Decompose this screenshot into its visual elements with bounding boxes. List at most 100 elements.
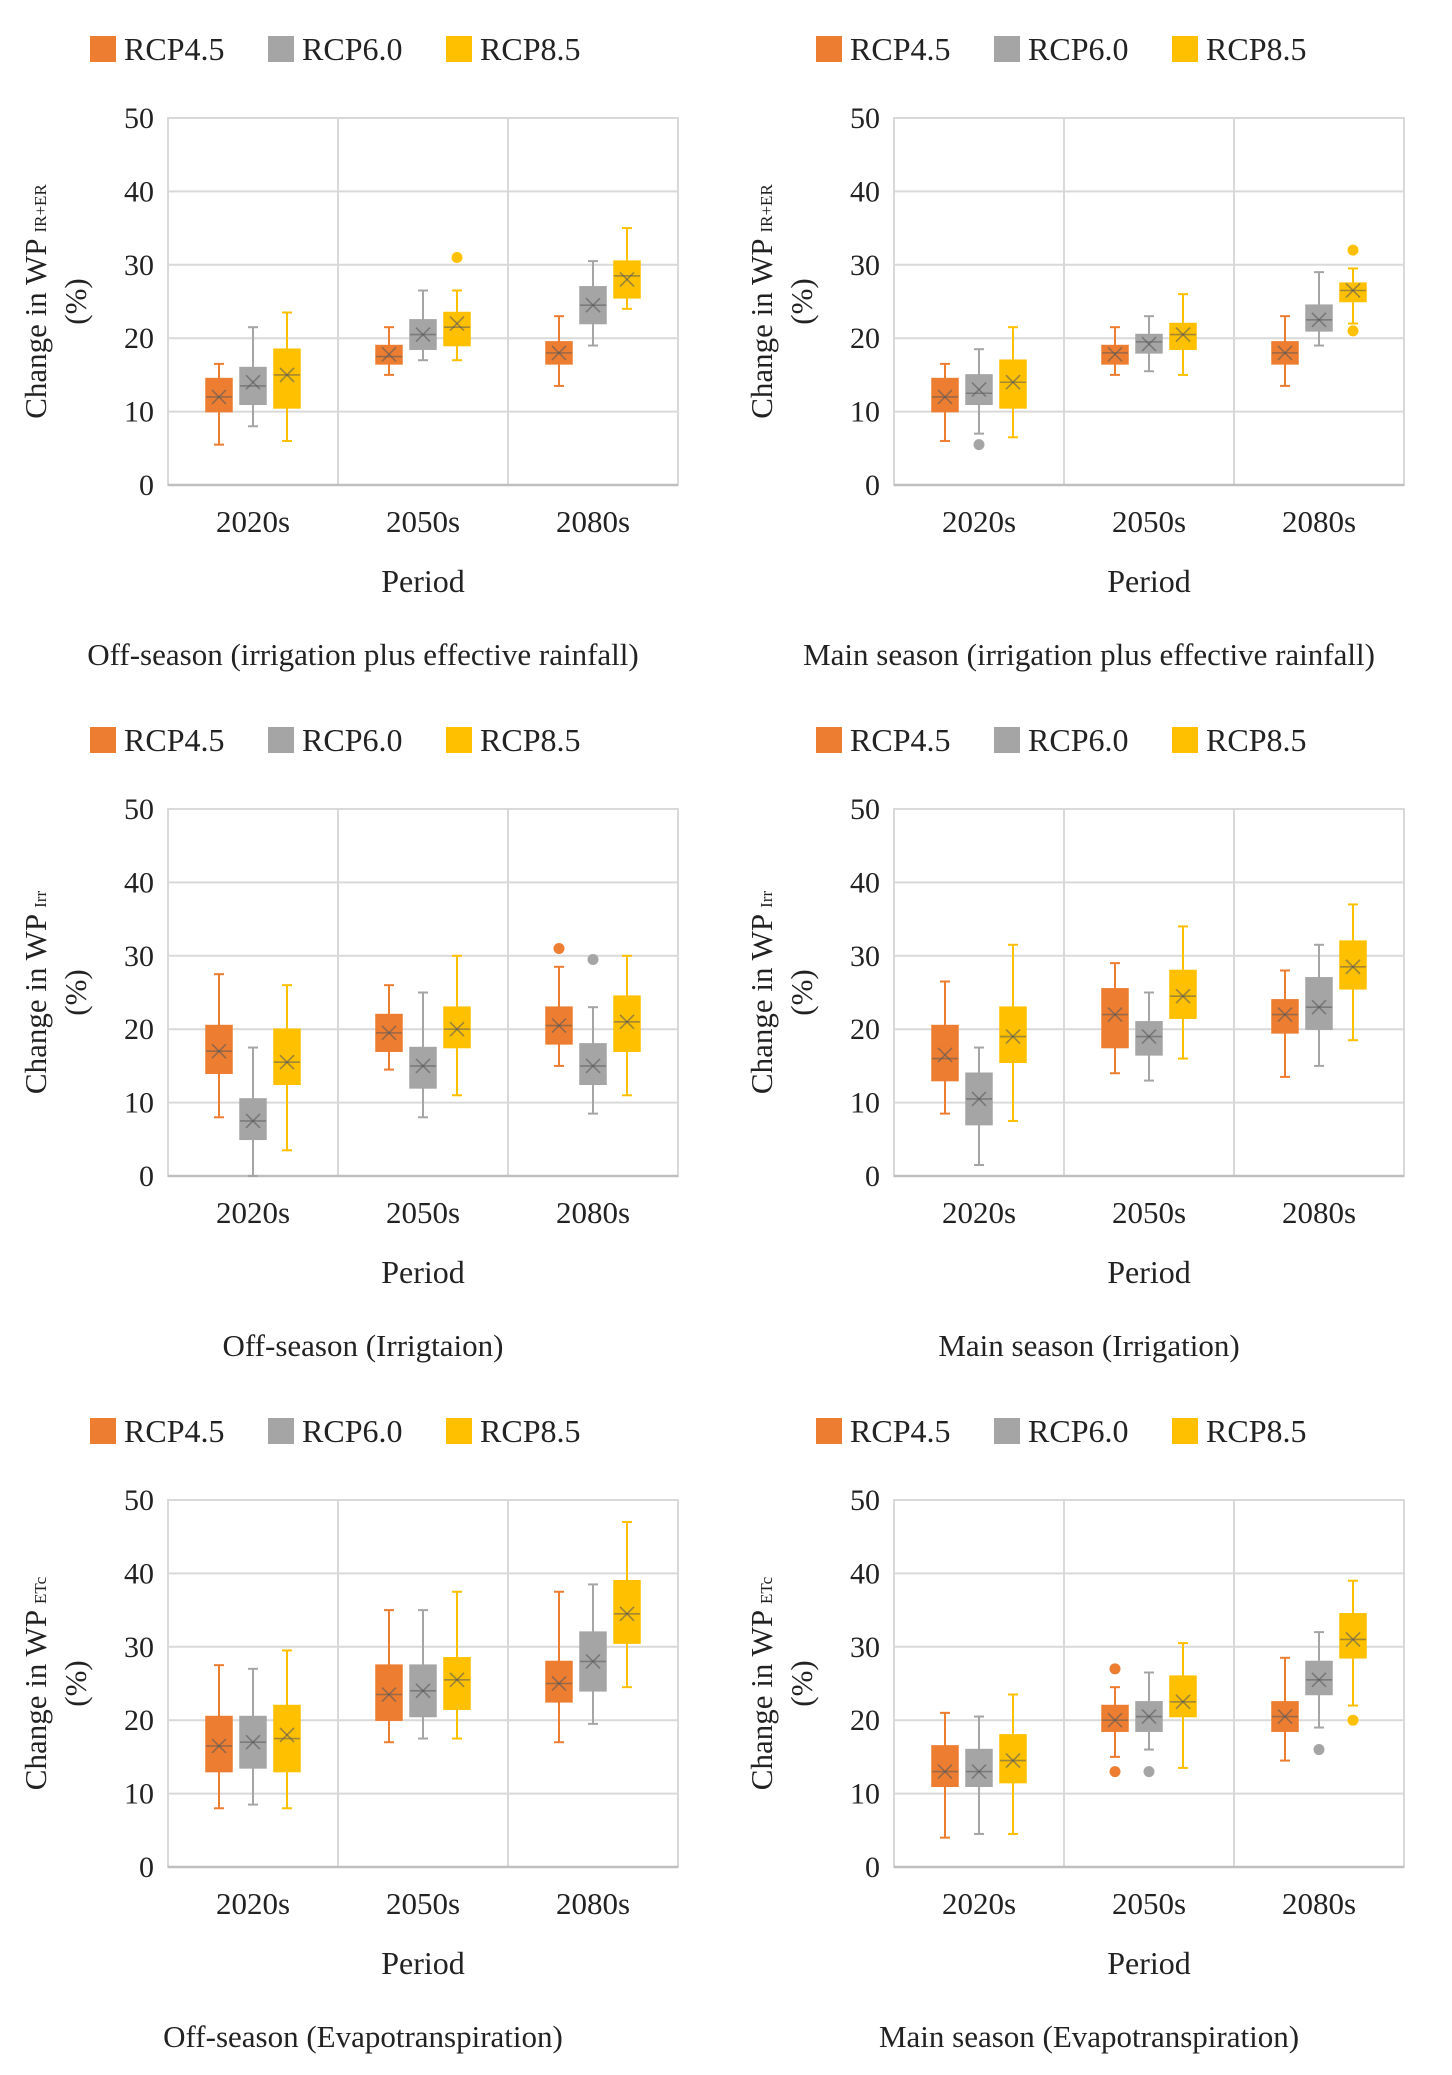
legend-swatch-rcp85 <box>446 36 472 62</box>
chart-panel-1: RCP4.5 RCP6.0 RCP8.5 0 10 20 30 40 50 2020s 2050s 2… <box>0 0 726 691</box>
box-rcp60-2020s <box>965 1715 993 1835</box>
mean-marker <box>1345 282 1361 299</box>
legend-label-rcp45: RCP4.5 <box>124 31 224 67</box>
x-tick-label: 2050s <box>386 1886 460 1921</box>
x-axis-title: Period <box>1107 1945 1191 1981</box>
mean-marker <box>585 1653 601 1670</box>
y-tick-label: 10 <box>850 396 880 429</box>
mean-marker <box>1141 1028 1157 1045</box>
mean-marker <box>415 1683 431 1699</box>
x-axis-title: Period <box>381 1945 465 1981</box>
legend-label-rcp85: RCP8.5 <box>480 722 580 758</box>
y-axis-title: Change in WP IR+ER <box>744 184 779 419</box>
mean-marker <box>1175 988 1191 1004</box>
mean-marker <box>619 271 635 288</box>
box-rcp85-2020s <box>273 984 301 1152</box>
mean-marker <box>1107 346 1123 362</box>
box-rcp85-2080s <box>613 954 641 1097</box>
legend-swatch-rcp60 <box>994 727 1020 753</box>
mean-marker <box>1345 1631 1361 1648</box>
box-iqr <box>1169 1675 1197 1718</box>
box-iqr <box>931 377 959 413</box>
box-rcp60-2020s <box>239 1667 267 1806</box>
outlier-point <box>1109 1663 1121 1675</box>
box-iqr <box>1169 322 1197 350</box>
y-tick-label: 10 <box>124 1778 154 1811</box>
y-axis-unit: (%) <box>784 1660 819 1706</box>
y-axis-title-main: Change in WP <box>18 1610 53 1790</box>
mean-marker <box>1277 345 1293 361</box>
mean-marker <box>381 1025 397 1041</box>
box-iqr <box>443 1657 471 1710</box>
y-tick-label: 40 <box>124 175 154 208</box>
box-iqr <box>375 1664 403 1721</box>
box-rcp85-2050s <box>443 251 471 362</box>
box-rcp85-2050s <box>1169 1642 1197 1769</box>
y-axis-title-main: Change in WP <box>18 914 53 1094</box>
box-iqr <box>965 1748 993 1788</box>
chart-panel-6: RCP4.5 RCP6.0 RCP8.5 0 10 20 30 40 50 2020s 2050s 2… <box>726 1382 1452 2073</box>
box-rcp60-2050s <box>1135 315 1163 373</box>
y-axis-unit: (%) <box>58 1660 93 1706</box>
x-tick-label: 2020s <box>942 1195 1016 1230</box>
y-tick-label: 10 <box>850 1778 880 1811</box>
mean-marker <box>245 1113 261 1129</box>
plot-area <box>893 117 1405 486</box>
y-axis-title: Change in WP Irr <box>744 891 779 1095</box>
box-iqr <box>1339 282 1367 303</box>
mean-marker <box>619 1606 635 1622</box>
y-tick-label: 50 <box>850 1484 880 1517</box>
mean-marker <box>1345 959 1361 975</box>
x-tick-label: 2050s <box>1112 504 1186 539</box>
outlier-point <box>973 439 985 451</box>
mean-marker <box>1005 1753 1021 1769</box>
mean-marker <box>1175 1694 1191 1710</box>
chart-panel-3: RCP4.5 RCP6.0 RCP8.5 0 10 20 30 40 50 2020s 2050s 2… <box>0 691 726 1382</box>
outlier-point <box>587 953 599 965</box>
x-tick-label: 2080s <box>556 504 630 539</box>
box-rcp60-2020s <box>965 1046 993 1166</box>
box-rcp85-2080s <box>1339 244 1367 337</box>
y-tick-label: 30 <box>124 940 154 973</box>
y-tick-label: 20 <box>124 1704 154 1737</box>
box-rcp45-2050s <box>1101 326 1129 376</box>
x-axis-title: Period <box>381 563 465 599</box>
box-rcp60-2080s <box>579 260 607 347</box>
mean-marker <box>245 1734 261 1750</box>
mean-marker <box>381 1686 397 1703</box>
y-axis-title: Change in WP Irr <box>18 891 53 1095</box>
mean-marker <box>1277 1708 1293 1725</box>
box-iqr <box>613 1579 641 1644</box>
box-rcp45-2050s <box>1101 1663 1129 1778</box>
y-axis-title-main: Change in WP <box>18 239 53 419</box>
y-tick-label: 0 <box>865 1851 880 1884</box>
outlier-point <box>1109 1766 1121 1778</box>
panel-caption: Off-season (irrigation plus effective ra… <box>87 637 638 672</box>
legend-label-rcp60: RCP6.0 <box>302 722 402 758</box>
x-tick-label: 2080s <box>1282 1886 1356 1921</box>
mean-marker <box>381 346 397 362</box>
x-tick-label: 2080s <box>556 1195 630 1230</box>
y-axis-title-subscript: IR+ER <box>757 184 776 233</box>
y-tick-label: 10 <box>124 1087 154 1120</box>
box-iqr <box>1339 940 1367 990</box>
box-iqr <box>1101 1704 1129 1732</box>
box-iqr <box>613 995 641 1052</box>
x-axis-title: Period <box>1107 1254 1191 1290</box>
y-tick-label: 10 <box>124 396 154 429</box>
y-tick-label: 0 <box>139 1851 154 1884</box>
legend-swatch-rcp45 <box>90 36 116 62</box>
x-tick-label: 2020s <box>942 504 1016 539</box>
legend-label-rcp85: RCP8.5 <box>1206 1413 1306 1449</box>
legend-label-rcp85: RCP8.5 <box>1206 722 1306 758</box>
chart-panel-5: RCP4.5 RCP6.0 RCP8.5 0 10 20 30 40 50 2020s 2050s 2… <box>0 1382 726 2073</box>
box-rcp45-2080s <box>545 942 573 1067</box>
box-rcp45-2020s <box>205 1664 233 1810</box>
box-rcp45-2080s <box>545 1590 573 1744</box>
mean-marker <box>585 297 601 313</box>
box-rcp60-2080s <box>1305 271 1333 347</box>
box-iqr <box>273 348 301 409</box>
box-rcp60-2020s <box>965 348 993 451</box>
x-tick-label: 2020s <box>216 1886 290 1921</box>
panel-caption: Main season (Irrigation) <box>938 1328 1239 1363</box>
